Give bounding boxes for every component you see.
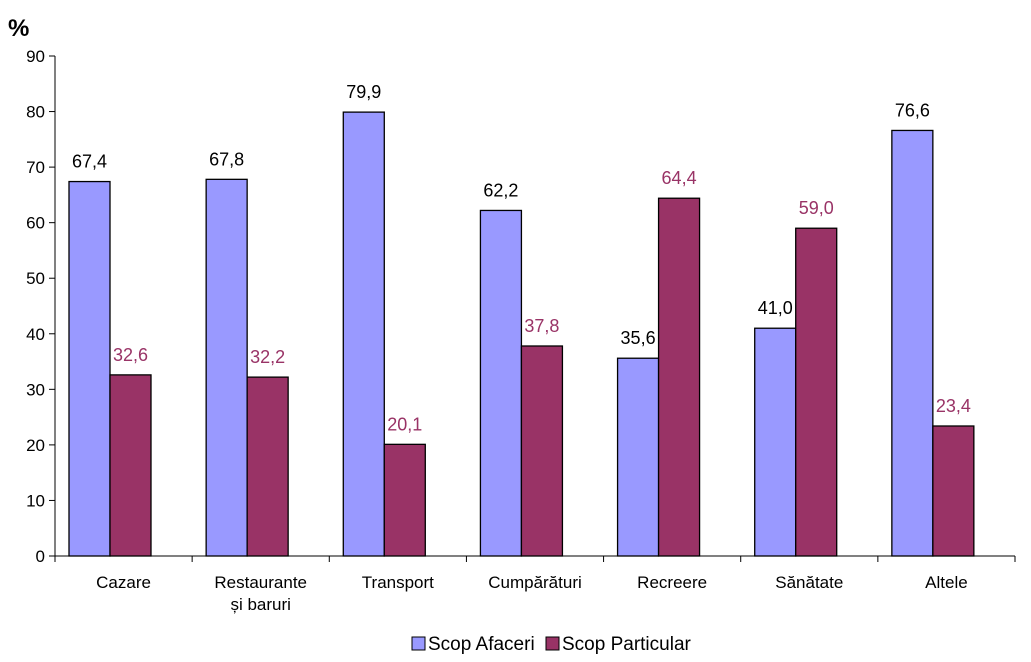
y-tick-label: 60 (26, 214, 45, 233)
x-tick-label: Restaurante și baruri (214, 573, 307, 614)
legend-label: Scop Particular (562, 634, 692, 655)
y-axis-title: % (8, 15, 29, 42)
data-label: 37,8 (524, 316, 559, 336)
y-axis: 0 10 20 30 40 50 60 70 80 90 (26, 47, 56, 566)
y-tick-label: 50 (26, 269, 45, 288)
y-tick-label: 40 (26, 325, 45, 344)
data-label: 76,6 (895, 100, 930, 120)
legend-swatch (545, 636, 560, 651)
data-label: 23,4 (936, 396, 971, 416)
data-label: 20,1 (387, 414, 422, 434)
bar-scop-particular (383, 443, 426, 557)
bar-scop-particular (109, 374, 152, 557)
legend-swatch (411, 636, 426, 651)
bar-scop-particular (932, 425, 975, 557)
data-labels: 67,4 67,8 79,9 62,2 35,6 41,0 76,6 32,6 32,2 20,1… (72, 82, 971, 434)
bar-scop-afaceri (68, 180, 111, 557)
bar-scop-afaceri (891, 129, 934, 557)
y-tick-label: 80 (26, 103, 45, 122)
x-tick-label: Recreere (637, 573, 707, 592)
x-axis: Cazare Restaurante și baruri Transport Cumpă… (54, 555, 1016, 614)
y-tick-label: 0 (36, 547, 45, 566)
y-tick-label: 30 (26, 380, 45, 399)
legend-label: Scop Afaceri (428, 634, 535, 655)
data-label: 32,2 (250, 347, 285, 367)
bar-scop-afaceri (205, 178, 248, 557)
bar-scop-afaceri (342, 111, 385, 557)
bar-scop-afaceri (479, 209, 523, 557)
y-tick-label: 10 (26, 491, 45, 510)
data-label: 41,0 (758, 298, 793, 318)
bar-scop-particular (246, 376, 289, 557)
data-label: 79,9 (346, 82, 381, 102)
y-tick-label: 90 (26, 47, 45, 66)
data-label: 59,0 (799, 198, 834, 218)
x-tick-label: Altele (925, 573, 968, 592)
y-tick-label: 70 (26, 158, 45, 177)
legend: Scop Afaceri Scop Particular (411, 634, 692, 655)
data-label: 67,8 (209, 149, 244, 169)
x-tick-label: Transport (362, 573, 434, 592)
x-tick-label: Cazare (96, 573, 151, 592)
bar-scop-particular (657, 197, 701, 557)
x-tick-label: Cumpărături (488, 573, 582, 592)
data-label: 35,6 (621, 328, 656, 348)
data-label: 67,4 (72, 152, 107, 172)
data-label: 32,6 (113, 345, 148, 365)
bar-scop-particular (520, 345, 564, 557)
bar-scop-particular (795, 227, 838, 557)
data-label: 64,4 (662, 168, 697, 188)
bar-scop-afaceri (616, 357, 660, 557)
bar-scop-afaceri (754, 327, 797, 557)
x-tick-label: Sănătate (775, 573, 843, 592)
bars (68, 111, 975, 557)
y-tick-label: 20 (26, 436, 45, 455)
data-label: 62,2 (483, 180, 518, 200)
